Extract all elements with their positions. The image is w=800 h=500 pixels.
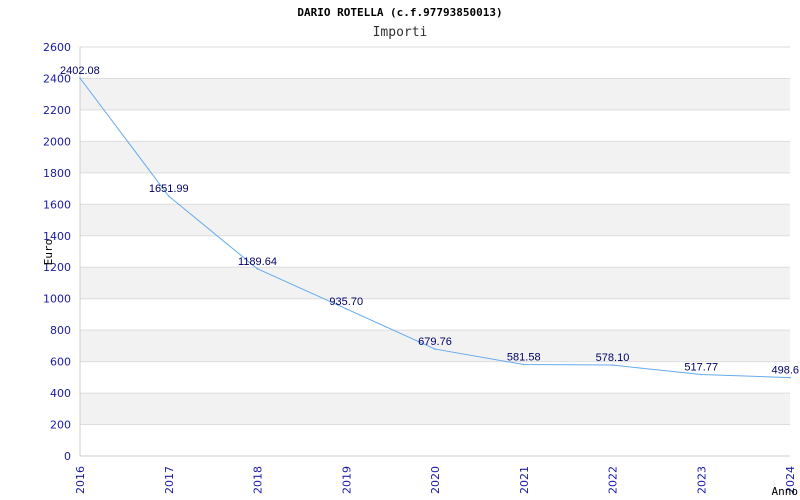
y-tick-label: 2200 <box>43 104 71 117</box>
data-label: 1189.64 <box>238 256 277 268</box>
y-tick-label: 400 <box>50 387 71 400</box>
chart-subtitle: Importi <box>372 25 428 40</box>
data-point <box>700 373 703 376</box>
data-point <box>611 364 614 366</box>
y-tick-label: 1000 <box>43 293 71 306</box>
x-tick-label: 2020 <box>429 466 442 494</box>
data-point <box>789 376 791 379</box>
x-tick-label: 2016 <box>74 466 87 494</box>
y-tick-label: 2000 <box>43 135 71 148</box>
grid-band <box>80 78 790 110</box>
grid-band <box>80 267 790 299</box>
x-tick-label: 2018 <box>252 466 265 494</box>
x-tick-labels: 2016 2017 2018 2019 2020 2021 2022 2023 2024 <box>74 466 797 494</box>
y-tick-label: 0 <box>64 450 71 463</box>
data-point <box>79 77 81 79</box>
x-tick-label: 2017 <box>163 466 176 494</box>
x-axis-label: Anno <box>772 485 799 498</box>
y-tick-label: 1400 <box>43 230 71 243</box>
y-tick-label: 1800 <box>43 167 71 180</box>
data-label: 679.76 <box>418 336 452 348</box>
data-label: 498.6 <box>771 365 799 377</box>
grid-band <box>80 330 790 362</box>
data-label: 581.58 <box>507 352 541 364</box>
grid-band <box>80 204 790 236</box>
y-tick-label: 600 <box>50 356 71 369</box>
x-tick-label: 2022 <box>607 466 620 494</box>
data-point <box>522 363 525 366</box>
y-tick-label: 2400 <box>43 72 71 85</box>
data-point <box>434 348 436 350</box>
y-axis-label: Euro <box>42 239 55 266</box>
x-tick-label: 2024 <box>784 466 797 494</box>
data-point <box>345 308 348 310</box>
data-label: 935.70 <box>329 296 363 308</box>
data-label: 578.10 <box>596 352 630 364</box>
y-tick-label: 1600 <box>43 198 71 211</box>
y-tick-label: 800 <box>50 324 71 337</box>
y-tick-labels: 0 200 400 600 800 1000 1200 1400 1600 1800 2000 220… <box>43 41 71 463</box>
y-tick-label: 200 <box>50 419 71 432</box>
chart-title: DARIO ROTELLA (c.f.97793850013) <box>297 6 503 19</box>
data-label: 1651.99 <box>149 183 189 195</box>
y-tick-label: 1200 <box>43 261 71 274</box>
data-point <box>256 268 259 270</box>
series-line <box>79 77 791 379</box>
x-tick-label: 2023 <box>695 466 708 494</box>
data-label: 517.77 <box>684 362 718 374</box>
data-label: 2402.08 <box>60 65 100 77</box>
grid-band <box>80 141 790 173</box>
grid-band <box>80 393 790 425</box>
x-tick-label: 2019 <box>340 466 353 494</box>
y-tick-label: 2600 <box>43 41 71 54</box>
data-point <box>167 195 170 197</box>
data-labels: 2402.08 1651.99 1189.64 935.70 679.76 581.58 5… <box>60 65 799 376</box>
x-tick-label: 2021 <box>518 466 531 494</box>
